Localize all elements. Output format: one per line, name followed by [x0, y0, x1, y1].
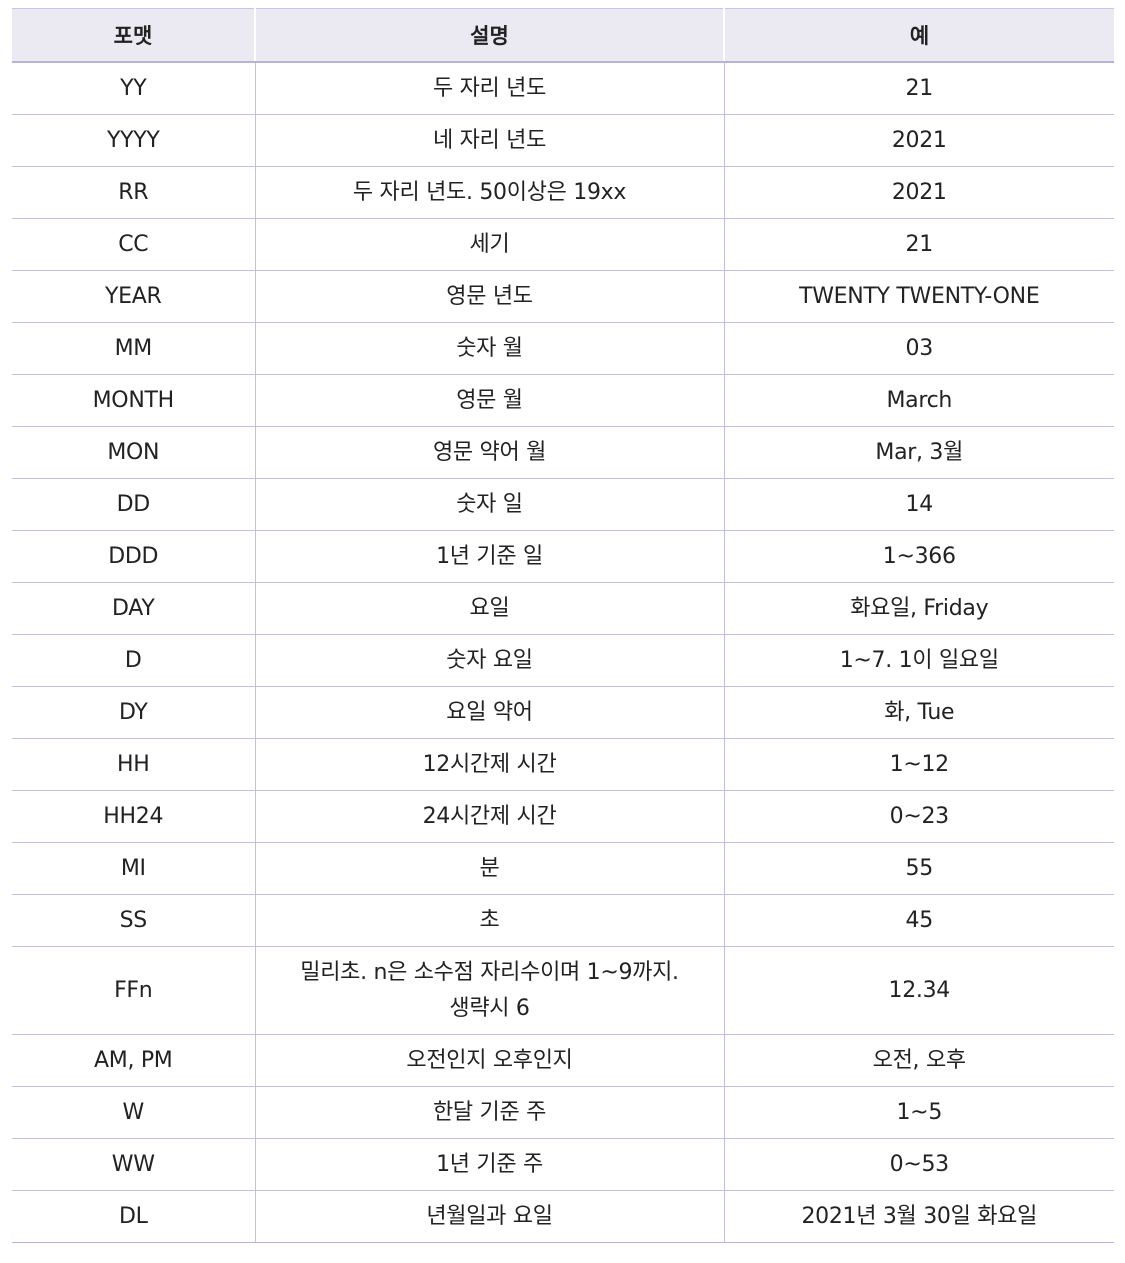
example-cell: March	[723, 374, 1114, 427]
format-cell: MI	[12, 842, 255, 895]
description-cell: 네 자리 년도	[254, 114, 724, 167]
example-cell: 화요일, Friday	[723, 582, 1114, 635]
format-cell: HH24	[12, 790, 255, 843]
example-cell: 2021년 3월 30일 화요일	[723, 1190, 1114, 1243]
example-cell: 2021	[723, 166, 1114, 219]
date-format-table: 포맷 설명 예 YY 두 자리 년도 21 YYYY 네 자리 년도 2021 RR 두 자리…	[12, 8, 1114, 1243]
description-cell: 분	[254, 842, 724, 895]
description-cell: 1년 기준 주	[254, 1138, 724, 1191]
example-cell: 21	[723, 218, 1114, 271]
example-cell: 1~12	[723, 738, 1114, 791]
description-cell: 영문 년도	[254, 270, 724, 323]
format-cell: FFn	[12, 946, 255, 1035]
format-cell: MON	[12, 426, 255, 479]
example-cell: 1~366	[723, 530, 1114, 583]
description-cell: 숫자 월	[254, 322, 724, 375]
example-cell: 12.34	[723, 946, 1114, 1035]
format-cell: DDD	[12, 530, 255, 583]
header-format: 포맷	[12, 8, 255, 63]
example-cell: 2021	[723, 114, 1114, 167]
format-cell: DY	[12, 686, 255, 739]
table-row: CC 세기 21	[12, 218, 1114, 271]
table-row: YY 두 자리 년도 21	[12, 62, 1114, 115]
description-cell: 24시간제 시간	[254, 790, 724, 843]
header-description: 설명	[254, 8, 724, 63]
description-cell: 두 자리 년도	[254, 62, 724, 115]
table-row: WW 1년 기준 주 0~53	[12, 1138, 1114, 1191]
format-cell: YY	[12, 62, 255, 115]
description-cell: 초	[254, 894, 724, 947]
description-cell: 1년 기준 일	[254, 530, 724, 583]
format-cell: MM	[12, 322, 255, 375]
description-cell: 요일 약어	[254, 686, 724, 739]
description-cell: 숫자 일	[254, 478, 724, 531]
table-row: SS 초 45	[12, 894, 1114, 947]
table-row: RR 두 자리 년도. 50이상은 19xx 2021	[12, 166, 1114, 219]
example-cell: 45	[723, 894, 1114, 947]
example-cell: 화, Tue	[723, 686, 1114, 739]
format-cell: YEAR	[12, 270, 255, 323]
format-cell: HH	[12, 738, 255, 791]
description-cell: 요일	[254, 582, 724, 635]
format-cell: YYYY	[12, 114, 255, 167]
example-cell: 1~7. 1이 일요일	[723, 634, 1114, 687]
description-cell: 한달 기준 주	[254, 1086, 724, 1139]
table-row: DD 숫자 일 14	[12, 478, 1114, 531]
example-cell: 55	[723, 842, 1114, 895]
description-cell: 밀리초. n은 소수점 자리수이며 1~9까지. 생략시 6	[254, 946, 724, 1035]
table-row: W 한달 기준 주 1~5	[12, 1086, 1114, 1139]
table-row: DY 요일 약어 화, Tue	[12, 686, 1114, 739]
format-cell: WW	[12, 1138, 255, 1191]
format-cell: D	[12, 634, 255, 687]
table-row: MM 숫자 월 03	[12, 322, 1114, 375]
table-row: HH24 24시간제 시간 0~23	[12, 790, 1114, 843]
table-row: DDD 1년 기준 일 1~366	[12, 530, 1114, 583]
table-row: HH 12시간제 시간 1~12	[12, 738, 1114, 791]
format-cell: RR	[12, 166, 255, 219]
table-row: D 숫자 요일 1~7. 1이 일요일	[12, 634, 1114, 687]
format-cell: MONTH	[12, 374, 255, 427]
description-cell: 영문 약어 월	[254, 426, 724, 479]
table-row: AM, PM 오전인지 오후인지 오전, 오후	[12, 1034, 1114, 1087]
example-cell: 0~23	[723, 790, 1114, 843]
description-cell: 숫자 요일	[254, 634, 724, 687]
description-cell: 년월일과 요일	[254, 1190, 724, 1243]
table-row: MONTH 영문 월 March	[12, 374, 1114, 427]
example-cell: 21	[723, 62, 1114, 115]
table-row: YYYY 네 자리 년도 2021	[12, 114, 1114, 167]
description-cell: 두 자리 년도. 50이상은 19xx	[254, 166, 724, 219]
format-cell: DAY	[12, 582, 255, 635]
header-row: 포맷 설명 예	[12, 8, 1114, 63]
example-cell: Mar, 3월	[723, 426, 1114, 479]
description-cell: 세기	[254, 218, 724, 271]
description-cell: 영문 월	[254, 374, 724, 427]
format-cell: DD	[12, 478, 255, 531]
table-row: MI 분 55	[12, 842, 1114, 895]
description-line: 생략시 6	[449, 995, 530, 1021]
header-example: 예	[723, 8, 1114, 63]
format-cell: DL	[12, 1190, 255, 1243]
table-row: FFn 밀리초. n은 소수점 자리수이며 1~9까지. 생략시 6 12.34	[12, 946, 1114, 1035]
description-cell: 오전인지 오후인지	[254, 1034, 724, 1087]
date-format-table-container: 포맷 설명 예 YY 두 자리 년도 21 YYYY 네 자리 년도 2021 RR 두 자리…	[12, 8, 1114, 1243]
example-cell: 14	[723, 478, 1114, 531]
format-cell: SS	[12, 894, 255, 947]
example-cell: TWENTY TWENTY-ONE	[723, 270, 1114, 323]
example-cell: 1~5	[723, 1086, 1114, 1139]
example-cell: 오전, 오후	[723, 1034, 1114, 1087]
table-row: DL 년월일과 요일 2021년 3월 30일 화요일	[12, 1190, 1114, 1243]
description-cell: 12시간제 시간	[254, 738, 724, 791]
table-row: MON 영문 약어 월 Mar, 3월	[12, 426, 1114, 479]
format-cell: CC	[12, 218, 255, 271]
example-cell: 03	[723, 322, 1114, 375]
table-body: YY 두 자리 년도 21 YYYY 네 자리 년도 2021 RR 두 자리 년도. 50이…	[12, 62, 1114, 1243]
format-cell: W	[12, 1086, 255, 1139]
table-row: DAY 요일 화요일, Friday	[12, 582, 1114, 635]
table-header: 포맷 설명 예	[12, 8, 1114, 63]
format-cell: AM, PM	[12, 1034, 255, 1087]
description-line: 밀리초. n은 소수점 자리수이며 1~9까지.	[300, 959, 679, 985]
table-row: YEAR 영문 년도 TWENTY TWENTY-ONE	[12, 270, 1114, 323]
example-cell: 0~53	[723, 1138, 1114, 1191]
